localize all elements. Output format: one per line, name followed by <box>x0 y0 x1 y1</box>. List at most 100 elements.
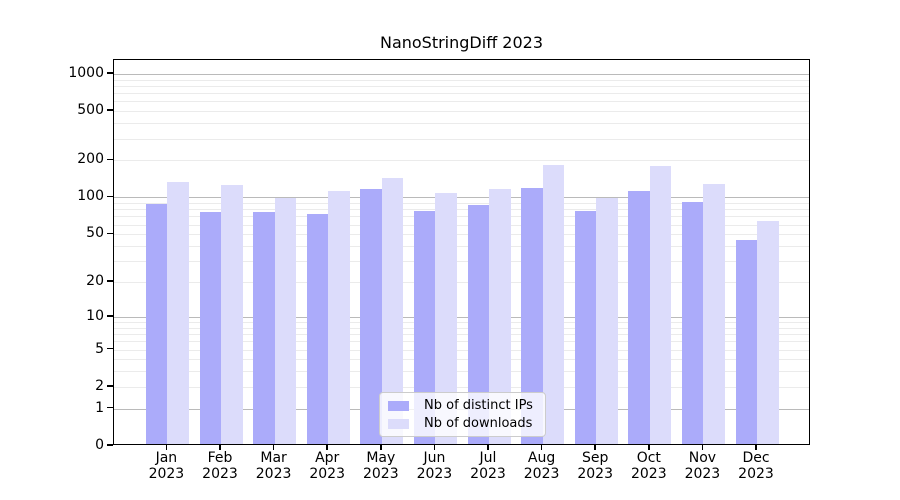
x-tick-year-mar: 2023 <box>255 466 292 482</box>
gridline-70 <box>114 216 809 218</box>
bar-dec-downloads <box>757 220 779 444</box>
bar-may-distinct-ips <box>360 188 382 444</box>
x-tick-label-oct: Oct 2023 <box>609 450 689 482</box>
x-tick-year-apr: 2023 <box>309 466 345 482</box>
x-tick-year-jul: 2023 <box>470 466 506 482</box>
x-tick-jun <box>433 445 436 450</box>
y-tick-500 <box>107 109 113 111</box>
gridline-10 <box>114 316 809 318</box>
chart-title: NanoStringDiff 2023 <box>379 33 544 52</box>
gridline-600 <box>114 101 809 103</box>
x-tick-jan <box>165 445 168 450</box>
bar-mar-downloads <box>274 198 297 444</box>
y-tick-label-5: 5 <box>95 340 104 357</box>
gridline-300 <box>114 138 809 140</box>
legend-label-downloads: Nb of downloads <box>424 416 533 431</box>
y-tick-1000 <box>107 72 113 74</box>
x-tick-year-may: 2023 <box>362 466 399 482</box>
x-tick-apr <box>326 445 328 450</box>
x-tick-label-aug: Aug 2023 <box>502 450 582 482</box>
x-tick-year-jan: 2023 <box>148 466 185 482</box>
gridline-200 <box>114 160 809 162</box>
x-tick-label-sep: Sep 2023 <box>555 450 635 482</box>
y-tick-label-200: 200 <box>77 151 104 168</box>
x-tick-year-jun: 2023 <box>416 466 453 482</box>
bar-nov-distinct-ips <box>681 202 704 444</box>
y-tick-10 <box>107 315 113 317</box>
gridline-9 <box>114 322 809 323</box>
bar-jan-distinct-ips <box>145 204 168 444</box>
x-tick-label-apr: Apr 2023 <box>287 450 367 482</box>
bar-apr-distinct-ips <box>306 214 329 444</box>
y-tick-1 <box>107 406 113 409</box>
x-tick-label-jun: Jun 2023 <box>394 450 474 482</box>
gridline-7 <box>114 334 809 336</box>
y-tick-label-100: 100 <box>77 188 104 205</box>
y-tick-label-10: 10 <box>86 307 104 324</box>
legend-item-distinct-ips: Nb of distinct IPs <box>388 398 537 413</box>
bar-aug-downloads <box>542 164 565 444</box>
x-tick-year-dec: 2023 <box>738 466 774 482</box>
legend-label-distinct-ips: Nb of distinct IPs <box>424 398 533 413</box>
bar-jan-downloads <box>167 181 189 444</box>
x-tick-year-aug: 2023 <box>523 466 560 482</box>
y-tick-label-2: 2 <box>95 377 104 394</box>
y-tick-50 <box>107 232 113 234</box>
y-tick-label-500: 500 <box>77 102 104 119</box>
gridline-40 <box>114 246 809 247</box>
x-tick-year-nov: 2023 <box>684 466 721 482</box>
bar-oct-distinct-ips <box>628 190 650 444</box>
gridline-400 <box>114 123 809 125</box>
y-tick-5 <box>107 347 113 350</box>
gridline-5 <box>114 349 809 351</box>
legend-item-downloads: Nb of downloads <box>388 416 537 431</box>
y-tick-label-20: 20 <box>86 273 104 290</box>
gridline-900 <box>114 79 809 81</box>
y-tick-0 <box>107 444 113 446</box>
gridline-50 <box>114 234 809 236</box>
x-tick-label-jul: Jul 2023 <box>448 450 528 482</box>
y-tick-label-0: 0 <box>95 437 104 453</box>
legend: Nb of distinct IPs Nb of downloads <box>379 392 546 437</box>
x-tick-sep <box>594 445 596 450</box>
gridline-100 <box>114 197 809 199</box>
gridline-60 <box>114 224 809 226</box>
x-tick-label-jan: Jan 2023 <box>126 450 206 482</box>
x-tick-label-nov: Nov 2023 <box>662 450 742 482</box>
gridline-700 <box>114 93 809 95</box>
bar-apr-downloads <box>328 191 350 444</box>
gridline-3 <box>114 371 809 373</box>
bar-oct-downloads <box>649 165 672 444</box>
x-tick-oct <box>648 445 650 450</box>
bar-jun-distinct-ips <box>413 210 436 444</box>
bar-sep-distinct-ips <box>574 210 597 444</box>
x-tick-year-oct: 2023 <box>630 466 667 482</box>
x-tick-year-sep: 2023 <box>577 466 613 482</box>
x-tick-label-feb: Feb 2023 <box>180 450 260 482</box>
y-tick-20 <box>107 280 113 282</box>
plot-area: Nb of distinct IPs Nb of downloads <box>113 59 810 445</box>
gridline-500 <box>114 111 809 113</box>
x-tick-jul <box>487 445 489 450</box>
bar-may-downloads <box>381 177 404 444</box>
bar-jul-downloads <box>489 188 511 444</box>
x-tick-label-may: May 2023 <box>341 450 421 482</box>
bar-dec-distinct-ips <box>735 240 757 444</box>
gridline-8 <box>114 327 809 329</box>
legend-swatch-downloads <box>388 418 409 429</box>
x-tick-mar <box>272 445 275 450</box>
x-tick-aug <box>540 445 543 450</box>
x-tick-may <box>380 445 382 450</box>
gridline-80 <box>114 209 809 211</box>
gridline-800 <box>114 85 809 87</box>
bar-sep-downloads <box>596 197 618 444</box>
gridline-4 <box>114 359 809 361</box>
gridline-30 <box>114 261 809 263</box>
x-tick-feb <box>219 445 221 450</box>
y-tick-label-50: 50 <box>86 225 104 242</box>
y-tick-label-1: 1 <box>95 399 104 416</box>
bar-aug-distinct-ips <box>521 188 543 444</box>
gridline-6 <box>114 341 809 343</box>
bar-jun-downloads <box>435 192 457 444</box>
